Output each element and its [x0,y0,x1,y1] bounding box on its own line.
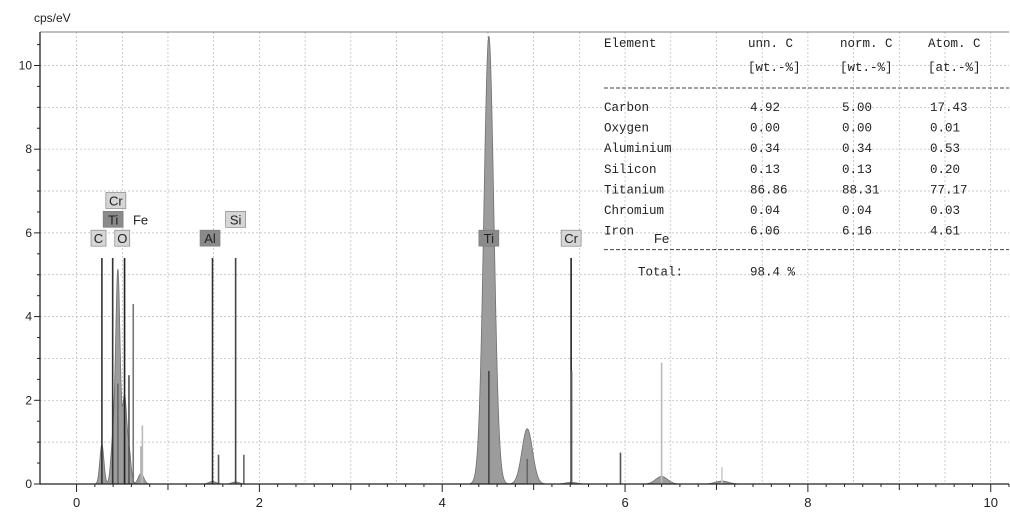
table-cell: 0.03 [930,204,960,218]
element-label: Fe [654,231,669,246]
element-label: Fe [133,212,148,227]
x-tick-label: 6 [621,495,628,510]
quant-table: Element unn. C [wt.-%] norm. C [wt.-%] Atom. … [604,37,1009,280]
table-header-unit: [wt.-%] [748,61,801,75]
y-axis-label: cps/eV [34,11,71,25]
y-tick-label: 8 [25,142,32,156]
element-label: Ti [108,212,118,227]
table-element-name: Aluminium [604,142,672,156]
element-label-box [560,229,582,247]
element-label: C [94,231,103,246]
table-element-name: Silicon [604,163,657,177]
x-tick-label: 4 [439,495,446,510]
table-cell: 0.00 [750,122,780,136]
y-tick-label: 4 [25,310,32,324]
table-header: norm. C [840,37,893,51]
table-header: unn. C [748,37,793,51]
table-cell: 0.13 [750,163,780,177]
table-element-name: Titanium [604,183,664,197]
table-cell: 0.34 [842,142,872,156]
table-element-name: Iron [604,225,634,239]
table-cell: 0.20 [930,163,960,177]
x-axis-ticks: 0 2 4 6 8 10 [73,484,1010,510]
table-header-unit: [wt.-%] [840,61,893,75]
element-label: Cr [109,194,123,209]
table-cell: 0.04 [750,204,780,218]
element-label: O [117,231,127,246]
table-element-name: Oxygen [604,122,649,136]
y-axis-ticks: 0 2 4 6 8 10 [19,44,40,491]
x-tick-label: 2 [256,495,263,510]
element-label-box [225,211,246,228]
y-tick-label: 6 [25,226,32,240]
element-label: Cr [564,231,578,246]
table-header-unit: [at.-%] [928,61,981,75]
y-tick-label: 0 [25,477,32,491]
element-label-box [102,211,124,228]
table-cell: 4.92 [750,101,780,115]
table-element-name: Chromium [604,204,664,218]
table-cell: 88.31 [842,183,880,197]
table-header: Atom. C [928,37,981,51]
table-cell: 6.06 [750,225,780,239]
y-tick-label: 10 [19,58,33,72]
table-cell: 0.04 [842,204,872,218]
element-labels: C O Ti Fe Cr Al Si Ti Cr Fe [90,192,669,247]
y-tick-label: 2 [25,393,32,407]
table-cell: 0.00 [842,122,872,136]
table-element-name: Carbon [604,101,649,115]
table-cell: 86.86 [750,183,788,197]
table-cell: 0.53 [930,142,960,156]
element-label-box [114,229,131,247]
element-label: Ti [484,231,494,246]
table-cell: 6.16 [842,225,872,239]
marker-lines [101,258,723,484]
element-label: Al [204,231,216,246]
table-cell: 0.34 [750,142,780,156]
table-total-label: Total: [638,266,683,280]
element-label-box [478,229,500,247]
element-label: Si [230,212,242,227]
grid-lines [40,32,1009,485]
x-tick-label: 0 [73,495,80,510]
x-tick-label: 8 [804,495,811,510]
axes [39,31,1009,485]
table-header: Element [604,37,657,51]
table-cell: 0.13 [842,163,872,177]
table-cell: 5.00 [842,101,872,115]
table-cell: 0.01 [930,122,960,136]
element-label-box [199,229,221,247]
element-label-box [90,229,107,247]
table-cell: 77.17 [930,183,968,197]
table-total-value: 98.4 % [750,266,796,280]
table-cell: 4.61 [930,225,960,239]
element-label-box [105,192,127,209]
x-tick-label: 10 [983,495,997,510]
table-cell: 17.43 [930,101,968,115]
